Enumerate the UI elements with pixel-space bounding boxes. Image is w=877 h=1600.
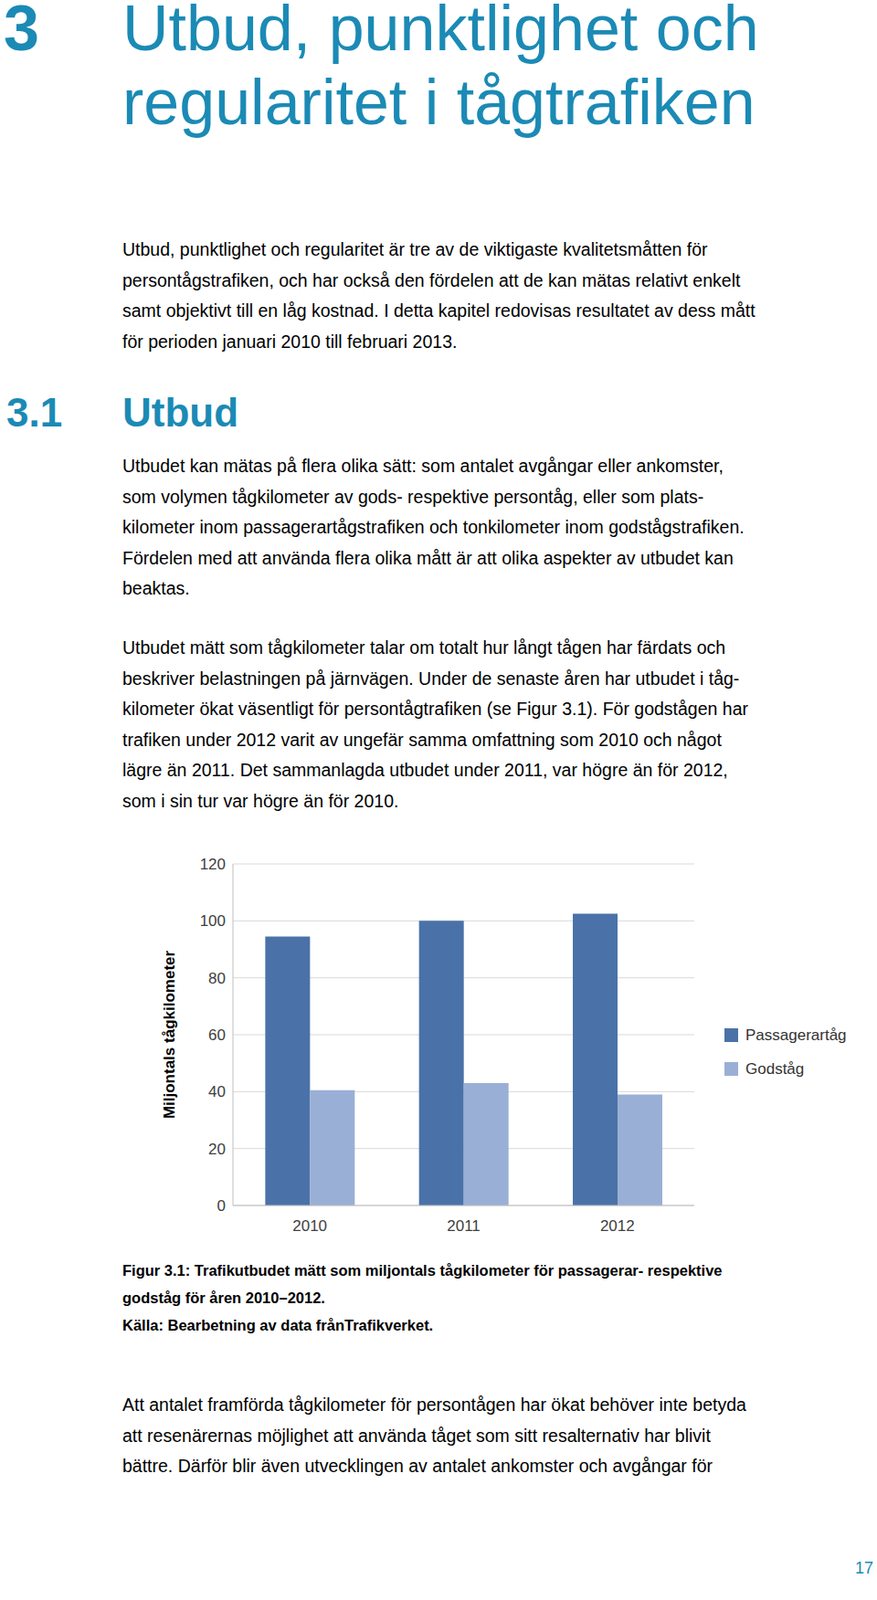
- html-text:Passagerartåg: Passagerartåg: [745, 1026, 847, 1044]
- svg-text:2010: 2010: [292, 1217, 328, 1236]
- html-text:Att antalet framförda tågkilom: Att antalet framförda tågkilometer för p…: [122, 1394, 747, 1416]
- html-text:lägre än 2011. Det sammanlagda: lägre än 2011. Det sammanlagda utbudet u…: [122, 760, 728, 781]
- html-text:kilometer inom passagerartågst: kilometer inom passagerartågstrafiken oc…: [122, 517, 745, 538]
- html-text:trafiken under 2012 varit av u: trafiken under 2012 varit av ungefär sam…: [122, 729, 722, 750]
- html-text:Figur 3.1: Trafikutbudet mätt: Figur 3.1: Trafikutbudet mätt som miljon…: [122, 1262, 723, 1279]
- html-text:kilometer ökat väsentligt för: kilometer ökat väsentligt för persontågt…: [122, 698, 749, 719]
- html-text:17: 17: [855, 1559, 874, 1578]
- svg-text:2012: 2012: [600, 1217, 635, 1236]
- html-text:Fördelen med att använda flera: Fördelen med att använda flera olika måt…: [122, 547, 734, 568]
- html-text:Källa: Bearbetning av data frå: Källa: Bearbetning av data frånTrafikver…: [122, 1317, 434, 1334]
- html-text:Godståg: Godståg: [745, 1060, 805, 1078]
- html-text:för perioden januari 2010 till: för perioden januari 2010 till februari …: [122, 331, 458, 352]
- svg-text:20: 20: [208, 1141, 226, 1159]
- svg-text:120: 120: [200, 855, 226, 874]
- html-text:bättre. Därför blir även utvec: bättre. Därför blir även utvecklingen av…: [122, 1456, 713, 1477]
- svg-text:60: 60: [208, 1026, 226, 1045]
- html-text:beskriver belastningen på järn: beskriver belastningen på järnvägen. Und…: [122, 668, 740, 689]
- html-text:beaktas.: beaktas.: [122, 578, 190, 599]
- html-text:samt objektivt till en låg kos: samt objektivt till en låg kostnad. I de…: [122, 300, 756, 321]
- svg-text:2011: 2011: [446, 1217, 481, 1236]
- html-text:att resenärernas möjlighet att: att resenärernas möjlighet att använda t…: [122, 1425, 711, 1446]
- html-text:persontågstrafiken, och har oc: persontågstrafiken, och har också den fö…: [122, 269, 741, 291]
- svg-text:100: 100: [200, 912, 226, 930]
- html-text:godståg för åren 2010–2012.: godståg för åren 2010–2012.: [122, 1289, 326, 1307]
- html-text:Utbudet kan mätas på flera oli: Utbudet kan mätas på flera olika sätt: s…: [122, 455, 724, 476]
- html-text:3.1: 3.1: [6, 390, 63, 435]
- html-text:Utbud, punktlighet och regular: Utbud, punktlighet och regularitet är tr…: [122, 239, 708, 260]
- html-text:som i sin tur var högre än för: som i sin tur var högre än för 2010.: [122, 790, 399, 811]
- html-text:som volymen tågkilometer av go: som volymen tågkilometer av gods- respek…: [122, 486, 704, 507]
- html-text:Utbudet mätt som tågkilometer: Utbudet mätt som tågkilometer talar om t…: [122, 637, 726, 658]
- html-text:regularitet i tågtrafiken: regularitet i tågtrafiken: [122, 66, 756, 138]
- svg-text:80: 80: [208, 970, 226, 988]
- html-text:Utbud: Utbud: [122, 390, 239, 435]
- svg-text:40: 40: [208, 1083, 226, 1101]
- svg-text:Miljontals tågkilometer: Miljontals tågkilometer: [160, 950, 179, 1121]
- svg-text:0: 0: [217, 1197, 226, 1216]
